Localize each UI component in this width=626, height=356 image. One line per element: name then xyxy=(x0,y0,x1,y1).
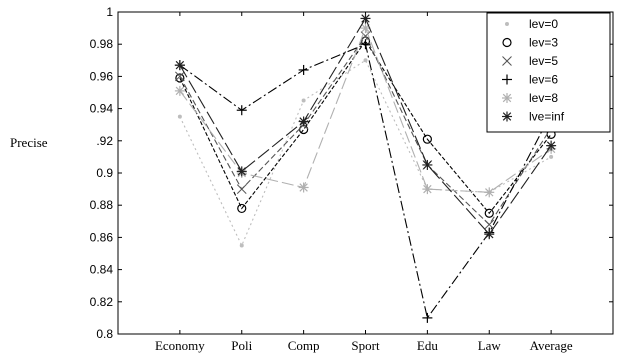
x-tick-label: Economy xyxy=(155,338,205,353)
series-line xyxy=(179,39,552,215)
data-point xyxy=(298,116,309,127)
data-point xyxy=(363,58,368,63)
legend-marker xyxy=(505,22,509,26)
data-point xyxy=(298,182,309,193)
data-point xyxy=(422,184,433,195)
y-tick-label: 0.9 xyxy=(96,166,113,180)
data-point xyxy=(301,98,306,103)
series-lev=8 xyxy=(174,23,557,198)
data-point xyxy=(422,134,432,144)
data-point xyxy=(174,85,185,96)
legend-marker xyxy=(502,111,512,122)
legend-label: lev=3 xyxy=(529,36,558,50)
legend-marker xyxy=(502,74,512,85)
data-point xyxy=(484,187,495,198)
legend-label: lev=8 xyxy=(529,91,558,105)
data-point xyxy=(298,64,309,75)
data-point xyxy=(422,159,433,170)
x-tick-label: Sport xyxy=(351,338,380,353)
y-tick-label: 0.8 xyxy=(96,327,113,341)
x-tick-label: Poli xyxy=(231,338,252,353)
legend-item: lev=8 xyxy=(502,91,558,105)
data-point xyxy=(236,184,247,194)
legend-marker xyxy=(502,93,512,103)
data-point xyxy=(360,13,371,24)
x-tick-label: Average xyxy=(530,338,573,353)
y-tick-label: 0.88 xyxy=(90,198,114,212)
data-point xyxy=(174,60,185,71)
y-axis: 0.8 0.82 0.84 0.86 0.88 0.9 .92 0.94 0.96 0.98 1 xyxy=(90,5,613,341)
x-axis: Economy Poli Comp Sport Edu Law Average xyxy=(155,12,573,353)
y-tick-label: 1 xyxy=(106,5,113,19)
data-point xyxy=(546,140,557,151)
data-point xyxy=(484,229,495,240)
data-point xyxy=(236,166,247,177)
x-tick-label: Law xyxy=(478,338,502,353)
y-tick-label: 0.86 xyxy=(90,230,114,244)
data-point xyxy=(236,105,247,116)
data-point xyxy=(175,73,185,83)
data-point xyxy=(422,312,433,323)
legend-label: lev=0 xyxy=(529,17,558,31)
data-point xyxy=(239,243,244,248)
legend-label: lev=6 xyxy=(529,73,558,87)
series-lve=inf xyxy=(174,13,557,240)
x-tick-label: Comp xyxy=(288,338,320,353)
legend-item: lev=0 xyxy=(505,17,558,31)
y-tick-label: 0.98 xyxy=(90,37,114,51)
legend-item: lev=6 xyxy=(502,73,558,87)
data-point xyxy=(549,154,554,159)
y-tick-label: 0.94 xyxy=(90,102,114,116)
data-point xyxy=(360,39,371,50)
legend-item: lve=inf xyxy=(502,110,565,124)
legend-marker xyxy=(502,37,512,48)
data-point xyxy=(175,71,185,82)
legend: lev=0 lev=3 lev=5 lev=6 lev=8 lve=inf xyxy=(486,12,611,133)
legend-label: lve=inf xyxy=(529,110,565,124)
y-tick-label: .92 xyxy=(96,134,113,148)
legend-item: lev=3 xyxy=(502,36,558,50)
data-point xyxy=(484,208,494,218)
data-point xyxy=(237,203,247,214)
data-point xyxy=(177,114,182,119)
y-tick-label: 0.84 xyxy=(90,263,114,277)
legend-item: lev=5 xyxy=(502,54,558,68)
data-point xyxy=(360,31,371,42)
data-point xyxy=(484,219,495,230)
y-axis-label: Precise xyxy=(10,135,48,150)
y-tick-label: 0.96 xyxy=(90,69,114,83)
x-tick-label: Edu xyxy=(417,338,438,353)
y-tick-label: 0.82 xyxy=(90,295,114,309)
legend-label: lev=5 xyxy=(529,54,558,68)
legend-marker xyxy=(502,56,512,66)
